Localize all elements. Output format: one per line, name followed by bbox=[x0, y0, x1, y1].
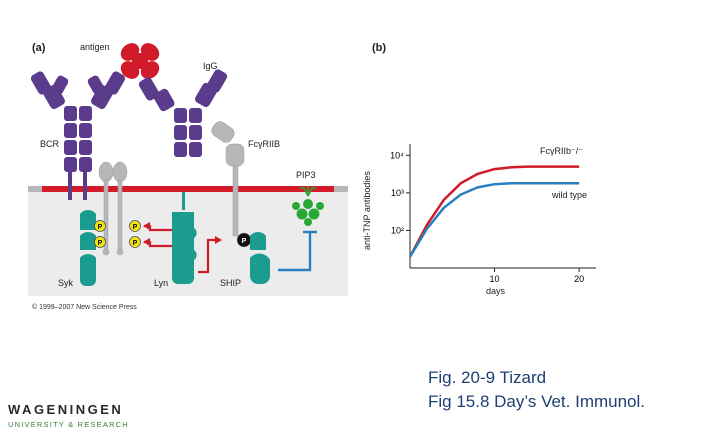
phospho-badge bbox=[129, 236, 141, 248]
panel-a-label: (a) bbox=[32, 42, 46, 54]
bcr-label: BCR bbox=[40, 139, 60, 149]
series-line-wildtype bbox=[408, 182, 580, 258]
igg-antibody bbox=[138, 69, 228, 157]
membrane-gray-left bbox=[28, 186, 42, 192]
phospho-group: P P P P P bbox=[94, 220, 247, 248]
panel-b-chart: 10² 10³ 10⁴ 10 20 bbox=[390, 144, 596, 284]
wageningen-logo-name: WAGENINGEN bbox=[8, 402, 124, 417]
panel-b-label: (b) bbox=[372, 42, 387, 54]
y-tick-label: 10² bbox=[391, 225, 404, 235]
phospho-badge bbox=[94, 236, 106, 248]
y-tick-label: 10⁴ bbox=[390, 150, 404, 160]
y-axis-label: anti-TNP antibodies bbox=[362, 171, 372, 250]
arrow-heads-red bbox=[143, 222, 222, 246]
legend-wildtype: wild type bbox=[552, 190, 588, 200]
fcgriib-receptor bbox=[211, 121, 252, 248]
svg-text:P: P bbox=[133, 224, 138, 231]
phospho-badge bbox=[94, 220, 106, 232]
legend-knockout: FcγRIIb⁻/⁻ bbox=[540, 146, 584, 156]
antigen-shape bbox=[120, 43, 160, 79]
membrane-gray-right bbox=[334, 186, 348, 192]
caption-line-1: Fig. 20-9 Tizard bbox=[428, 368, 547, 387]
igg-label: IgG bbox=[203, 61, 218, 71]
x-tick-label: 20 bbox=[574, 274, 584, 284]
ship-phosphatase bbox=[250, 231, 270, 284]
lyn-label: Lyn bbox=[154, 278, 169, 288]
wageningen-logo-sub: UNIVERSITY & RESEARCH bbox=[8, 420, 129, 429]
caption-line-2: Fig 15.8 Day’s Vet. Immunol. bbox=[428, 392, 646, 411]
antigen-label: antigen bbox=[80, 42, 110, 52]
ship-label: SHIP bbox=[220, 278, 242, 288]
copyright-text: © 1999–2007 New Science Press bbox=[32, 304, 137, 311]
lyn-kinase bbox=[172, 192, 197, 284]
pip3-label: PIP3 bbox=[296, 170, 316, 180]
x-tick-label: 10 bbox=[490, 274, 500, 284]
series-line-knockout bbox=[408, 165, 580, 258]
y-ticks: 10² 10³ 10⁴ bbox=[390, 150, 410, 235]
ig-alpha-beta bbox=[98, 161, 128, 256]
svg-text:P: P bbox=[242, 238, 247, 245]
svg-text:P: P bbox=[98, 224, 103, 231]
pip3-molecule bbox=[292, 186, 324, 226]
series-lines bbox=[408, 165, 580, 258]
x-ticks: 10 20 bbox=[490, 268, 584, 284]
svg-text:P: P bbox=[98, 240, 103, 247]
panel-a: P P P P P bbox=[28, 43, 348, 296]
phospho-badge bbox=[129, 220, 141, 232]
syk-kinase bbox=[80, 210, 96, 286]
cell-membrane bbox=[28, 186, 348, 192]
bcr-receptor bbox=[30, 71, 126, 200]
x-axis-label: days bbox=[486, 286, 506, 296]
syk-label: Syk bbox=[58, 278, 74, 288]
fcgriib-label: FcγRIIB bbox=[248, 139, 281, 149]
y-tick-label: 10³ bbox=[391, 188, 404, 198]
svg-text:P: P bbox=[133, 240, 138, 247]
ship-inhibition bbox=[278, 230, 317, 272]
